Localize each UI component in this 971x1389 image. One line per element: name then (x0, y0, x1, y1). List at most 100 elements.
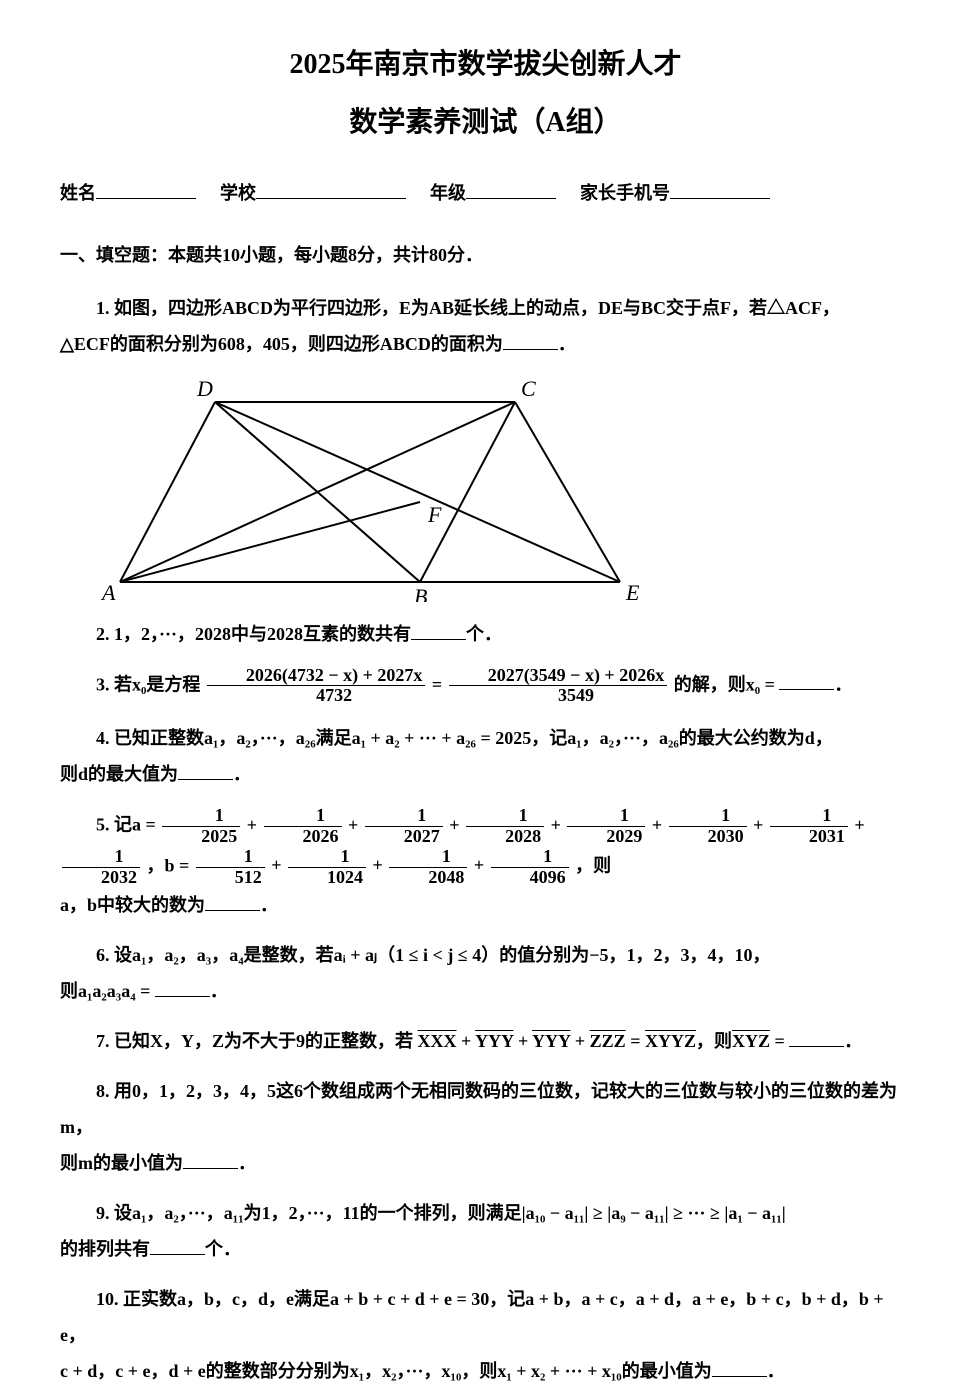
p7-xyyz: XYYZ (645, 1031, 696, 1051)
p4-answer-blank (178, 762, 233, 780)
p2-text: 2. 1，2，···，2028中与2028互素的数共有 (96, 624, 411, 644)
fraction: 12028 (466, 806, 544, 847)
p4-period: ． (233, 764, 251, 784)
p7-answer-blank (789, 1029, 844, 1047)
problem-7: 7. 已知X，Y，Z为不大于9的正整数，若 XXX + YYY + YYY + … (60, 1023, 911, 1059)
p7-eq: = (626, 1031, 645, 1051)
p3-num1: 2026(4732 − x) + 2027x (207, 666, 426, 687)
phone-blank (670, 179, 770, 199)
p6-answer-blank (155, 979, 210, 997)
fraction: 12048 (389, 847, 467, 888)
p3-den1: 4732 (207, 686, 426, 706)
p8-line2: 则m的最小值为 ． (60, 1145, 911, 1181)
problem-1-figure: A B E D C F (100, 372, 911, 602)
p4-line2: 则d的最大值为 ． (60, 756, 911, 792)
p8-period: ． (238, 1153, 256, 1173)
p10-answer-blank (712, 1359, 767, 1377)
problem-3: 3. 若x₀是方程 2026(4732 − x) + 2027x4732 = 2… (60, 666, 911, 707)
p5-line2: a，b中较大的数为 ． (60, 887, 911, 923)
fraction: 11024 (288, 847, 366, 888)
p7-zzz: ZZZ (590, 1031, 626, 1051)
section-header: 一、填空题：本题共10小题，每小题8分，共计80分． (60, 239, 911, 271)
p9-period: 个． (205, 1239, 241, 1259)
p7-xxx: XXX (418, 1031, 457, 1051)
p9-answer-blank (150, 1237, 205, 1255)
p7-yyy1: YYY (475, 1031, 513, 1051)
p5-trail: ，则 (575, 855, 611, 875)
p10-line1: 10. 正实数a，b，c，d，e满足a + b + c + d + e = 30… (60, 1289, 884, 1345)
fraction: 14096 (491, 847, 569, 888)
p1-line2: △ECF的面积分别为608，405，则四边形ABCD的面积为． (60, 326, 911, 362)
problem-9: 9. 设a₁，a₂，···，a₁₁为1，2，···，11的一个排列，则满足|a₁… (60, 1195, 911, 1267)
p5-lead: 5. 记a = (96, 815, 160, 835)
name-field: 姓名 (60, 177, 196, 209)
p1-line2-text: △ECF的面积分别为608，405，则四边形ABCD的面积为 (60, 334, 503, 354)
p3-answer-blank (779, 672, 834, 690)
svg-text:C: C (521, 376, 536, 401)
p7-plus3: + (570, 1031, 589, 1051)
p9-line2: 的排列共有个． (60, 1231, 911, 1267)
p5-mid: ，b = (147, 855, 194, 875)
p2-answer-blank (411, 622, 466, 640)
problem-10: 10. 正实数a，b，c，d，e满足a + b + c + d + e = 30… (60, 1281, 911, 1389)
fraction: 12032 (62, 847, 140, 888)
grade-label: 年级 (430, 177, 466, 209)
p3-lead: 3. 若x₀是方程 (96, 674, 200, 694)
p1-line1: 1. 如图，四边形ABCD为平行四边形，E为AB延长线上的动点，DE与BC交于点… (96, 298, 840, 318)
p8-line2-text: 则m的最小值为 (60, 1153, 183, 1173)
svg-text:F: F (427, 502, 442, 527)
svg-text:A: A (100, 580, 116, 602)
school-field: 学校 (220, 177, 406, 209)
problem-2: 2. 1，2，···，2028中与2028互素的数共有 个． (60, 616, 911, 652)
phone-field: 家长手机号 (580, 177, 770, 209)
p7-yyy2: YYY (532, 1031, 570, 1051)
name-label: 姓名 (60, 177, 96, 209)
p3-frac1: 2026(4732 − x) + 2027x4732 (207, 666, 426, 707)
p3-eq: = (432, 674, 442, 694)
p4-line2-text: 则d的最大值为 (60, 764, 178, 784)
fraction: 12030 (669, 806, 747, 847)
p5-period: ． (260, 895, 278, 915)
p3-tail-a: 的解，则x₀ = (674, 674, 780, 694)
p6-period: ． (210, 981, 228, 1001)
fraction: 12027 (365, 806, 443, 847)
p3-num2: 2027(3549 − x) + 2026x (449, 666, 668, 687)
p5-line2-text: a，b中较大的数为 (60, 895, 205, 915)
p3-den2: 3549 (449, 686, 668, 706)
svg-text:D: D (196, 376, 213, 401)
p6-line2: 则a₁a₂a₃a₄ = ． (60, 973, 911, 1009)
svg-text:E: E (625, 580, 640, 602)
p5-answer-blank (205, 893, 260, 911)
grade-field: 年级 (430, 177, 556, 209)
fraction: 12031 (770, 806, 848, 847)
name-blank (96, 179, 196, 199)
problem-8: 8. 用0，1，2，3，4，5这6个数组成两个无相同数码的三位数，记较大的三位数… (60, 1073, 911, 1181)
p6-line2-text: 则a₁a₂a₃a₄ = (60, 981, 155, 1001)
student-info-line: 姓名 学校 年级 家长手机号 (60, 177, 911, 209)
p5-b-fractions: 1512 + 11024 + 12048 + 14096 (194, 855, 571, 875)
parallelogram-diagram: A B E D C F (100, 372, 660, 602)
p7-tail-a: = (770, 1031, 789, 1051)
title-line-1: 2025年南京市数学拔尖创新人才 (60, 40, 911, 90)
p3-frac2: 2027(3549 − x) + 2026x3549 (449, 666, 668, 707)
p8-answer-blank (183, 1151, 238, 1169)
fraction: 1512 (196, 847, 265, 888)
grade-blank (466, 179, 556, 199)
svg-text:B: B (414, 584, 427, 602)
problem-5: 5. 记a = 12025 + 12026 + 12027 + 12028 + … (60, 806, 911, 923)
school-label: 学校 (220, 177, 256, 209)
p7-plus2: + (513, 1031, 532, 1051)
problem-1: 1. 如图，四边形ABCD为平行四边形，E为AB延长线上的动点，DE与BC交于点… (60, 290, 911, 362)
p8-line1: 8. 用0，1，2，3，4，5这6个数组成两个无相同数码的三位数，记较大的三位数… (60, 1081, 897, 1137)
phone-label: 家长手机号 (580, 177, 670, 209)
p10-line2-text: c + d，c + e，d + e的整数部分分别为x₁，x₂，···，x₁₀，则… (60, 1361, 712, 1381)
problem-6: 6. 设a₁，a₂，a₃，a₄是整数，若aᵢ + aⱼ（1 ≤ i < j ≤ … (60, 937, 911, 1009)
fraction: 12025 (162, 806, 240, 847)
p7-plus1: + (457, 1031, 476, 1051)
fraction: 12029 (567, 806, 645, 847)
p2-tail: 个． (466, 624, 502, 644)
p7-mid: ，则 (696, 1031, 732, 1051)
p7-xyz: XYZ (732, 1031, 770, 1051)
p1-answer-blank (503, 332, 558, 350)
p10-period: ． (767, 1361, 785, 1381)
